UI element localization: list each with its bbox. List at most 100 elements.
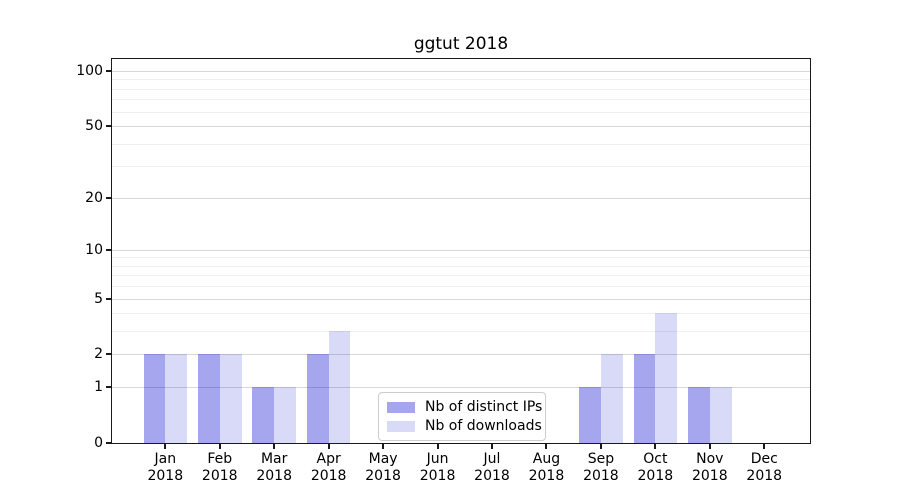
x-tick-label: Feb 2018 (185, 451, 255, 485)
x-tick-mark (599, 444, 602, 449)
bar-downloads-sep (600, 354, 623, 443)
x-tick-year: 2018 (310, 468, 347, 484)
gridline (112, 88, 810, 90)
x-tick-label: May 2018 (348, 451, 418, 485)
x-tick-year: 2018 (365, 468, 401, 484)
bar-downloads-mar (274, 387, 296, 443)
x-tick-label: Jul 2018 (457, 451, 527, 485)
x-tick-label: Oct 2018 (620, 451, 690, 485)
legend: Nb of distinct IPs Nb of downloads (378, 392, 546, 441)
y-tick-label: 100 (76, 63, 103, 80)
x-tick-year: 2018 (256, 468, 292, 484)
bar-ips-mar (252, 387, 275, 443)
x-tick-year: 2018 (583, 468, 619, 484)
x-tick-month: Mar (260, 451, 288, 467)
chart-title: ggtut 2018 (413, 34, 509, 54)
x-tick-year: 2018 (147, 468, 184, 484)
x-tick-month: Jul (483, 451, 501, 467)
x-tick-mark (491, 444, 493, 449)
y-tick-label: 2 (94, 346, 103, 363)
bar-ips-nov (688, 387, 710, 443)
x-tick-label: Mar 2018 (239, 451, 309, 485)
y-tick-label: 0 (94, 435, 103, 451)
x-tick-year: 2018 (528, 468, 565, 484)
gridline (112, 71, 810, 73)
x-tick-label: Jan 2018 (130, 451, 200, 485)
bar-ips-jan (143, 354, 166, 443)
x-tick-month: Sep (587, 451, 615, 467)
x-tick-month: Feb (207, 451, 233, 467)
gridline (112, 257, 810, 259)
x-tick-month: Dec (750, 451, 778, 467)
x-tick-label: Sep 2018 (566, 451, 636, 485)
x-tick-mark (708, 444, 711, 449)
legend-label-downloads: Nb of downloads (425, 418, 542, 434)
legend-label-distinct-ips: Nb of distinct IPs (425, 399, 543, 415)
x-tick-mark (763, 444, 766, 449)
bar-ips-feb (197, 354, 220, 443)
x-tick-label: Nov 2018 (675, 451, 745, 485)
x-tick-year: 2018 (419, 468, 456, 484)
x-tick-mark (654, 444, 657, 449)
x-tick-label: Jun 2018 (403, 451, 473, 485)
x-tick-label: Apr 2018 (294, 451, 364, 485)
x-tick-year: 2018 (201, 468, 238, 484)
x-tick-month: Jan (154, 451, 177, 467)
x-tick-year: 2018 (691, 468, 728, 484)
gridline (112, 313, 810, 315)
bar-layer (112, 59, 810, 443)
gridline (112, 286, 810, 288)
y-tick-label: 50 (85, 118, 103, 135)
bar-downloads-nov (709, 387, 732, 443)
gridline (112, 298, 810, 300)
x-tick-month: Apr (316, 451, 341, 467)
y-tick-label: 10 (85, 241, 103, 258)
x-tick-month: May (368, 451, 398, 467)
y-tick-label: 5 (94, 290, 103, 307)
grid-layer (112, 59, 810, 443)
plot-area: Nb of distinct IPs Nb of downloads (111, 58, 811, 444)
gridline (112, 265, 810, 267)
legend-swatch-downloads-icon (387, 420, 415, 432)
gridline (112, 331, 810, 333)
x-tick-month: Aug (532, 451, 561, 467)
gridline (112, 197, 810, 199)
bar-ips-oct (633, 354, 656, 443)
gridline (112, 111, 810, 113)
gridline (112, 143, 810, 145)
legend-item-downloads: Nb of downloads (387, 418, 542, 434)
x-tick-year: 2018 (637, 468, 674, 484)
y-tick-label: 1 (94, 379, 103, 396)
x-tick-mark (382, 444, 385, 449)
bar-downloads-oct (655, 313, 678, 443)
x-tick-label: Dec 2018 (729, 451, 799, 485)
gridline (112, 249, 810, 251)
gridline (112, 275, 810, 277)
gridline (112, 354, 810, 356)
legend-swatch-distinct-ips-icon (387, 401, 415, 413)
x-tick-month: Oct (643, 451, 668, 467)
gridline (112, 387, 810, 389)
gridline (112, 79, 810, 81)
x-tick-mark (545, 444, 548, 449)
gridline (112, 126, 810, 128)
x-tick-label: Aug 2018 (511, 451, 581, 485)
x-tick-mark (436, 444, 439, 449)
x-tick-month: Jun (426, 451, 449, 467)
x-tick-mark (218, 444, 221, 449)
x-tick-mark (273, 444, 276, 449)
y-tick-label: 20 (85, 189, 103, 206)
gridline (112, 166, 810, 168)
x-tick-mark (164, 444, 167, 449)
x-tick-year: 2018 (474, 468, 510, 484)
legend-item-distinct-ips: Nb of distinct IPs (387, 399, 542, 415)
bar-downloads-apr (328, 331, 351, 443)
gridline (112, 99, 810, 101)
x-tick-month: Nov (696, 451, 724, 467)
bar-downloads-jan (165, 354, 188, 443)
x-tick-mark (327, 444, 330, 449)
bar-ips-apr (306, 354, 329, 443)
bar-downloads-feb (219, 354, 242, 443)
bar-ips-sep (579, 387, 601, 443)
